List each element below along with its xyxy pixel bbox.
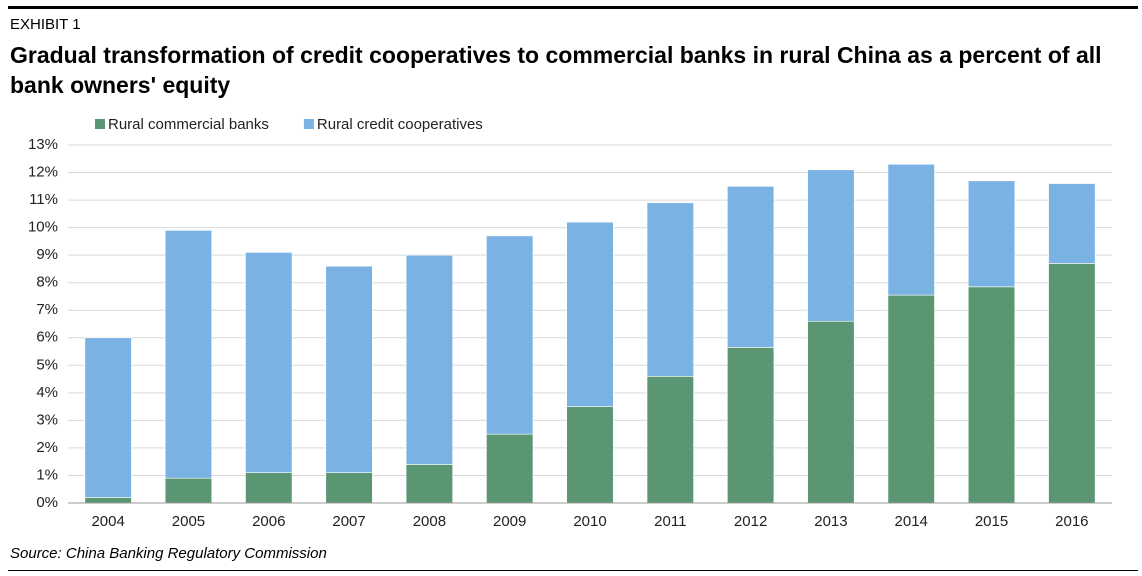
bar-segment: [84, 337, 132, 498]
y-tick-label: 10%: [28, 219, 58, 236]
bar-segment: [887, 163, 935, 296]
x-tick-label: 2005: [172, 513, 205, 530]
y-tick-label: 7%: [36, 301, 58, 318]
bar-segment: [245, 472, 293, 504]
x-tick-label: 2006: [252, 513, 285, 530]
bar-segment: [325, 472, 373, 504]
y-tick-label: 0%: [36, 494, 58, 511]
bar-segment: [486, 235, 534, 435]
y-tick-label: 13%: [28, 136, 58, 153]
y-tick-label: 4%: [36, 384, 58, 401]
bar-segment: [967, 286, 1016, 504]
x-tick-label: 2016: [1055, 513, 1088, 530]
x-tick-label: 2011: [654, 513, 686, 530]
top-rule: [8, 6, 1138, 9]
chart-title: Gradual transformation of credit coopera…: [10, 42, 1102, 98]
bar-segment: [405, 464, 453, 504]
y-tick-label: 1%: [36, 466, 58, 483]
legend-label: Rural credit cooperatives: [317, 116, 483, 133]
x-tick-label: 2014: [895, 513, 928, 530]
legend-swatch: [303, 119, 314, 129]
exhibit-label: EXHIBIT 1: [10, 16, 81, 33]
bar-segment: [646, 376, 694, 504]
bottom-rule: [8, 570, 1138, 571]
bar-segment: [325, 265, 373, 474]
bar-segment: [646, 202, 694, 377]
bar-segment: [1048, 263, 1096, 504]
bar-segment: [84, 497, 132, 504]
y-tick-label: 11%: [29, 191, 58, 208]
legend-label: Rural commercial banks: [108, 116, 269, 133]
bar-segment: [1048, 183, 1096, 264]
y-tick-label: 3%: [36, 411, 58, 428]
y-tick-label: 5%: [36, 356, 58, 373]
bar-segment: [566, 406, 614, 504]
y-tick-label: 9%: [36, 246, 58, 263]
bar-segment: [164, 477, 213, 504]
bar-segment: [405, 254, 453, 465]
source: Source: China Banking Regulatory Commiss…: [10, 545, 327, 562]
bar-segment: [164, 230, 213, 479]
y-tick-label: 6%: [36, 329, 58, 346]
bar-segment: [967, 180, 1016, 288]
bar-segment: [566, 221, 614, 407]
y-tick-label: 12%: [28, 164, 58, 181]
y-tick-label: 8%: [36, 274, 58, 291]
x-tick-label: 2007: [332, 513, 365, 530]
x-tick-label: 2008: [413, 513, 446, 530]
x-tick-label: 2004: [91, 513, 124, 530]
bar-segment: [486, 433, 534, 504]
x-tick-label: 2015: [975, 513, 1008, 530]
bar-segment: [807, 320, 855, 504]
bar-segment: [887, 294, 935, 504]
bar-segment: [727, 186, 775, 348]
x-tick-label: 2012: [734, 513, 767, 530]
x-tick-label: 2013: [814, 513, 847, 530]
legend-swatch: [95, 119, 105, 129]
bar-segment: [807, 169, 855, 322]
bar-segment: [245, 252, 293, 474]
y-tick-label: 2%: [36, 439, 58, 456]
x-tick-label: 2009: [493, 513, 526, 530]
bar-segment: [727, 347, 775, 504]
x-tick-label: 2010: [573, 513, 606, 530]
